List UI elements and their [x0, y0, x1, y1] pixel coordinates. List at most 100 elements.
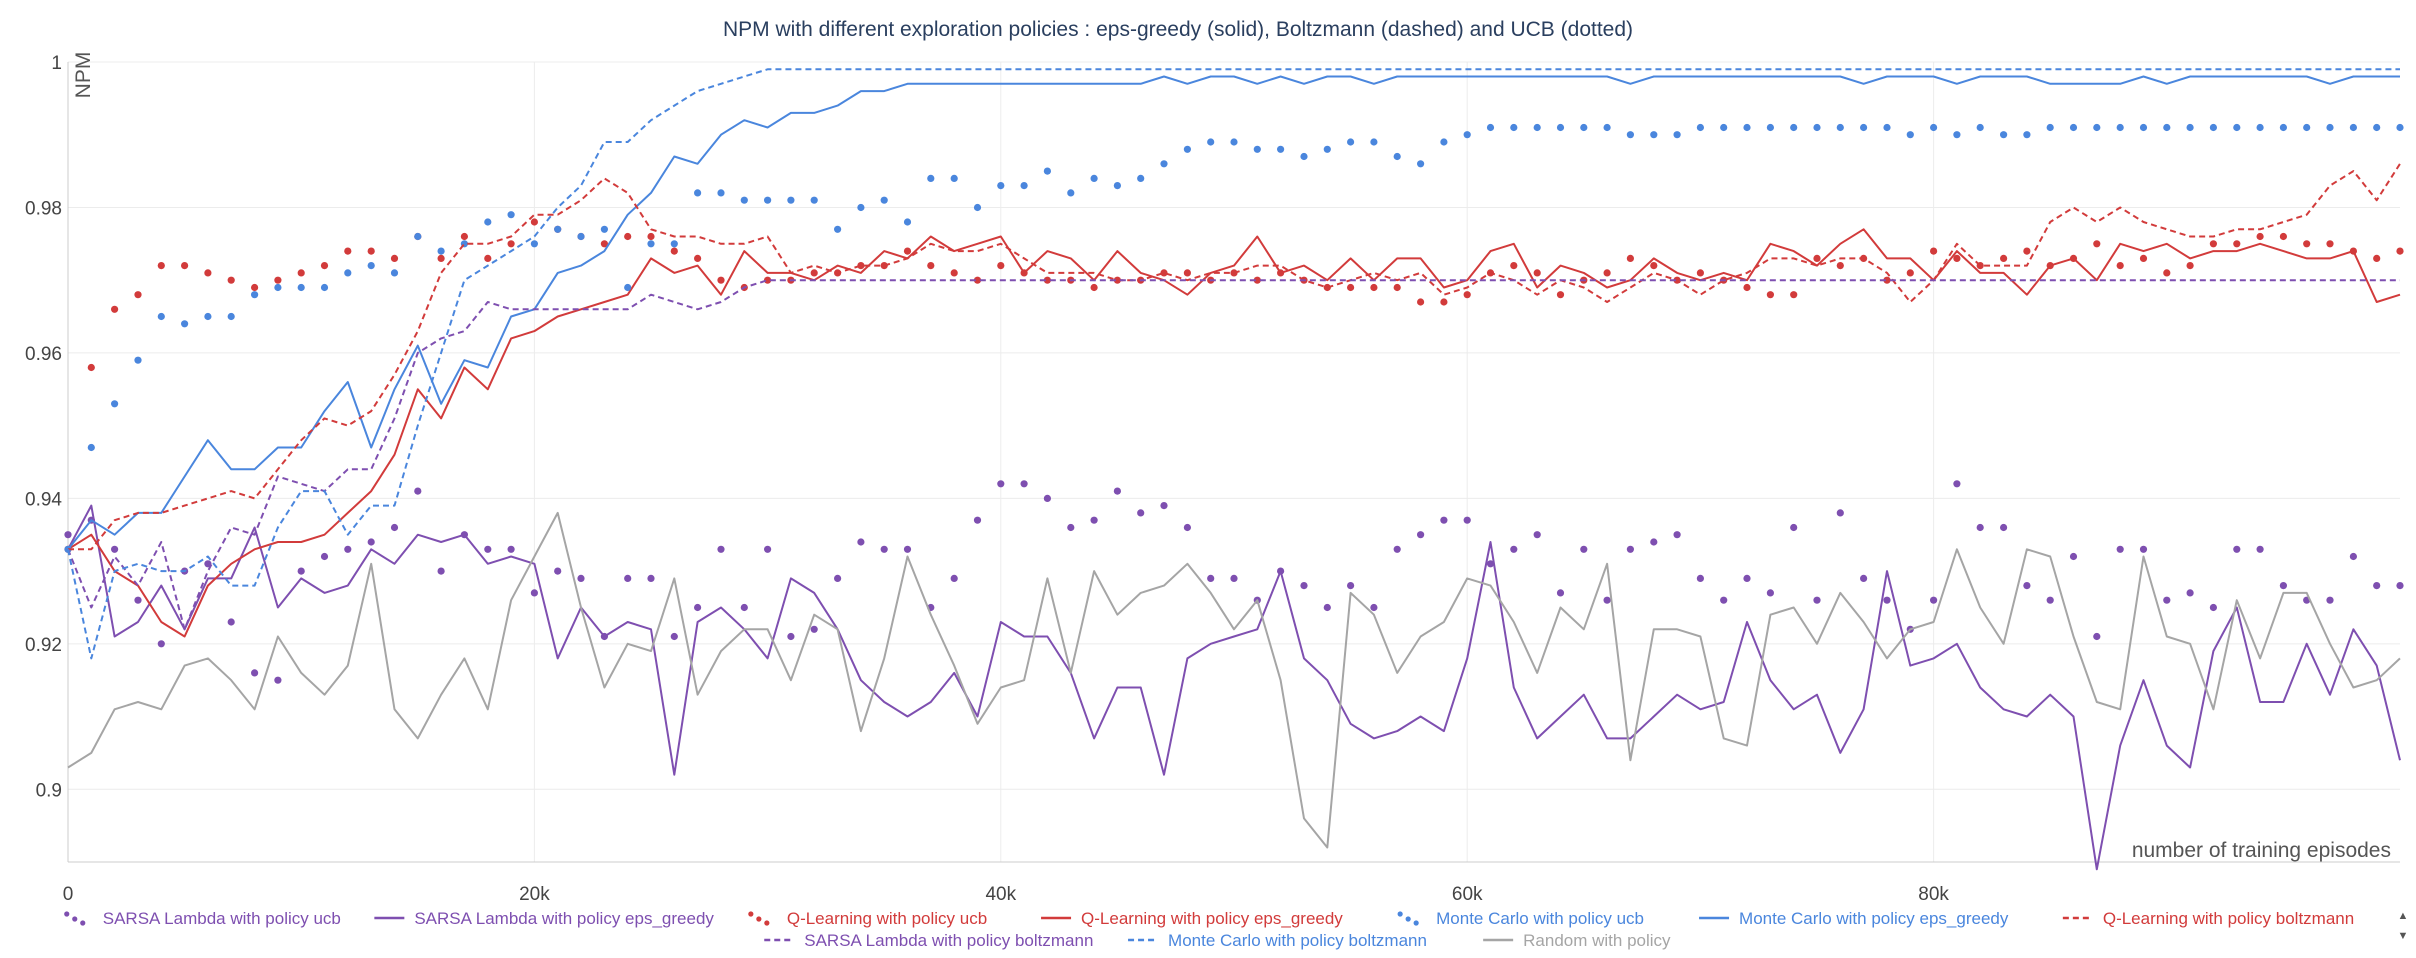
data-point — [2186, 589, 2194, 597]
data-point — [437, 254, 445, 262]
data-point — [973, 516, 982, 524]
legend-label: Monte Carlo with policy ucb — [1436, 909, 1644, 928]
data-point — [903, 545, 912, 553]
data-point — [2139, 123, 2148, 132]
data-point — [2139, 254, 2148, 262]
data-point — [973, 203, 982, 212]
data-point — [251, 291, 259, 299]
data-point — [1230, 138, 1238, 146]
data-point — [1906, 269, 1914, 277]
legend-swatch — [756, 916, 762, 922]
data-point — [2209, 240, 2217, 248]
data-point — [810, 269, 818, 277]
data-point — [134, 291, 142, 299]
data-point — [274, 276, 282, 284]
data-point — [1766, 123, 1774, 132]
y-tick-label: 0.94 — [25, 489, 62, 510]
x-axis-label: number of training episodes — [2132, 839, 2391, 862]
data-point — [251, 283, 259, 292]
data-point — [1463, 131, 1471, 139]
data-point — [810, 625, 818, 633]
data-point — [1720, 596, 1728, 604]
data-point — [1743, 123, 1751, 132]
y-tick-label: 0.9 — [36, 780, 62, 801]
data-point — [2373, 254, 2381, 262]
legend-item-sarsa-lambda-with-policy-ucb[interactable]: SARSA Lambda with policy ucb — [64, 909, 341, 928]
legend-scroll-up-icon[interactable]: ▲ — [2397, 910, 2409, 922]
data-point — [1300, 152, 1308, 161]
data-point — [1417, 531, 1425, 539]
legend-item-monte-carlo-with-policy-eps-greedy[interactable]: Monte Carlo with policy eps_greedy — [1699, 909, 2009, 928]
data-point — [157, 312, 165, 321]
data-point — [717, 545, 725, 553]
data-point — [1603, 596, 1611, 604]
data-point — [414, 232, 422, 241]
legend-item-monte-carlo-with-policy-boltzmann[interactable]: Monte Carlo with policy boltzmann — [1128, 931, 1427, 950]
data-point — [1906, 131, 1914, 139]
data-point — [1673, 531, 1681, 539]
data-point — [554, 567, 562, 575]
data-point — [1743, 574, 1751, 583]
legend-label: Monte Carlo with policy eps_greedy — [1739, 909, 2009, 928]
data-point — [577, 232, 585, 241]
data-point — [1020, 480, 1028, 488]
data-point — [530, 589, 539, 597]
data-point — [1253, 145, 1261, 153]
series-monte-carlo-with-policy-eps-greedy — [67, 75, 2400, 550]
data-point — [1813, 123, 1821, 132]
legend-scroll-down-icon[interactable]: ▼ — [2397, 930, 2409, 942]
data-point — [903, 247, 912, 255]
data-point — [1860, 123, 1868, 132]
data-point — [1836, 509, 1844, 517]
data-point — [2233, 545, 2241, 553]
data-point — [2000, 523, 2008, 532]
x-tick-label: 40k — [985, 884, 1016, 905]
legend-item-q-learning-with-policy-eps-greedy[interactable]: Q-Learning with policy eps_greedy — [1041, 909, 1343, 928]
data-point — [2256, 123, 2264, 132]
data-point — [181, 320, 189, 328]
data-point — [1230, 574, 1238, 583]
data-point — [1626, 254, 1634, 262]
data-point — [927, 262, 935, 270]
data-point — [1930, 247, 1938, 255]
data-point — [297, 269, 305, 277]
data-point — [1953, 254, 1961, 262]
data-point — [227, 618, 235, 626]
data-point — [1440, 516, 1448, 524]
legend-label: SARSA Lambda with policy ucb — [103, 909, 341, 928]
data-point — [600, 240, 609, 248]
legend-item-q-learning-with-policy-ucb[interactable]: Q-Learning with policy ucb — [748, 909, 987, 928]
data-point — [1533, 123, 1541, 132]
data-point — [880, 545, 888, 553]
data-point — [1790, 291, 1798, 299]
data-point — [297, 567, 305, 575]
data-point — [484, 218, 492, 226]
data-point — [740, 603, 748, 612]
legend-label: SARSA Lambda with policy eps_greedy — [414, 909, 714, 928]
data-point — [2396, 247, 2404, 255]
data-point — [87, 443, 95, 452]
legend-item-q-learning-with-policy-boltzmann[interactable]: Q-Learning with policy boltzmann — [2062, 909, 2354, 928]
legend-item-random-with-policy[interactable]: Random with policy — [1483, 931, 1671, 950]
grid — [67, 61, 2400, 863]
data-point — [670, 247, 678, 255]
data-point — [1463, 291, 1471, 299]
data-point — [2209, 123, 2217, 132]
data-point — [1626, 131, 1634, 139]
data-point — [1603, 123, 1611, 132]
data-point — [1440, 298, 1448, 306]
legend-label: Q-Learning with policy ucb — [787, 909, 987, 928]
y-tick-label: 1 — [51, 53, 62, 74]
data-point — [181, 262, 189, 270]
tick-labels: 0.9 0.92 0.94 0.96 0.98 1 0 20k 40k 60k 80k — [25, 53, 1949, 905]
legend-item-sarsa-lambda-with-policy-eps-greedy[interactable]: SARSA Lambda with policy eps_greedy — [374, 909, 714, 928]
legend-label: Random with policy — [1523, 931, 1671, 950]
data-point — [1347, 138, 1355, 146]
legend-item-monte-carlo-with-policy-ucb[interactable]: Monte Carlo with policy ucb — [1397, 909, 1644, 928]
data-point — [950, 574, 958, 583]
data-point — [2349, 123, 2357, 132]
data-point — [1930, 596, 1938, 604]
data-point — [111, 400, 119, 408]
data-point — [787, 196, 795, 204]
legend-item-sarsa-lambda-with-policy-boltzmann[interactable]: SARSA Lambda with policy boltzmann — [764, 931, 1093, 950]
